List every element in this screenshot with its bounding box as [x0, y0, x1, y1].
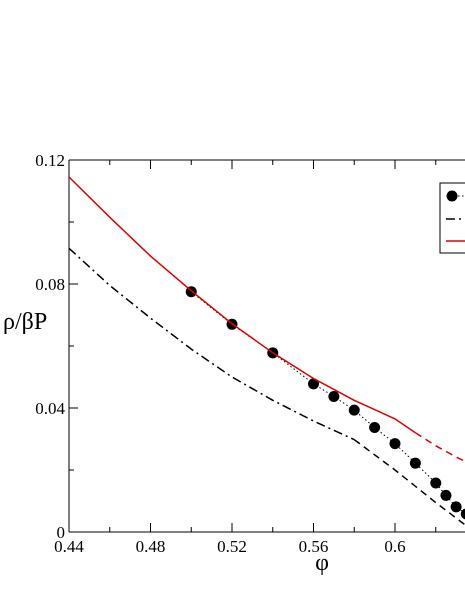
y-tick-label: 0.08 [35, 275, 65, 294]
series-2-line [69, 176, 416, 434]
series-0-point [460, 508, 465, 520]
series-0-point [430, 477, 442, 489]
series-1-line [69, 247, 355, 441]
y-tick-label: 0 [57, 523, 66, 542]
series-layer [69, 176, 465, 526]
legend-marker-circles [446, 190, 458, 202]
labels: φ ρ/βP [3, 309, 329, 576]
y-tick-label: 0.12 [35, 151, 65, 170]
series-0-point [409, 457, 421, 469]
series-0-point [328, 391, 340, 403]
series-0-point [389, 438, 401, 450]
x-tick-label: 0.48 [136, 537, 166, 556]
series-0-point [369, 422, 381, 434]
series-0-point [440, 489, 452, 501]
series-0-point [308, 378, 319, 390]
x-tick-label: 0.52 [217, 537, 247, 556]
axes: 0.44 0.48 0.52 0.56 0.6 0 0.04 0.08 0.12 [35, 151, 465, 556]
x-tick-label: 0.6 [384, 537, 405, 556]
x-axis-label: φ [315, 550, 329, 576]
legend [439, 182, 465, 254]
series-1-dashed [353, 438, 465, 526]
x-tick-label: 0.56 [299, 537, 329, 556]
series-0-point [450, 501, 462, 513]
y-tick-label: 0.04 [35, 399, 65, 418]
x-tick-label: 0.44 [54, 537, 84, 556]
series-0-point [348, 404, 360, 416]
y-axis-label: ρ/βP [3, 309, 47, 335]
series-2-dashed [414, 432, 465, 463]
